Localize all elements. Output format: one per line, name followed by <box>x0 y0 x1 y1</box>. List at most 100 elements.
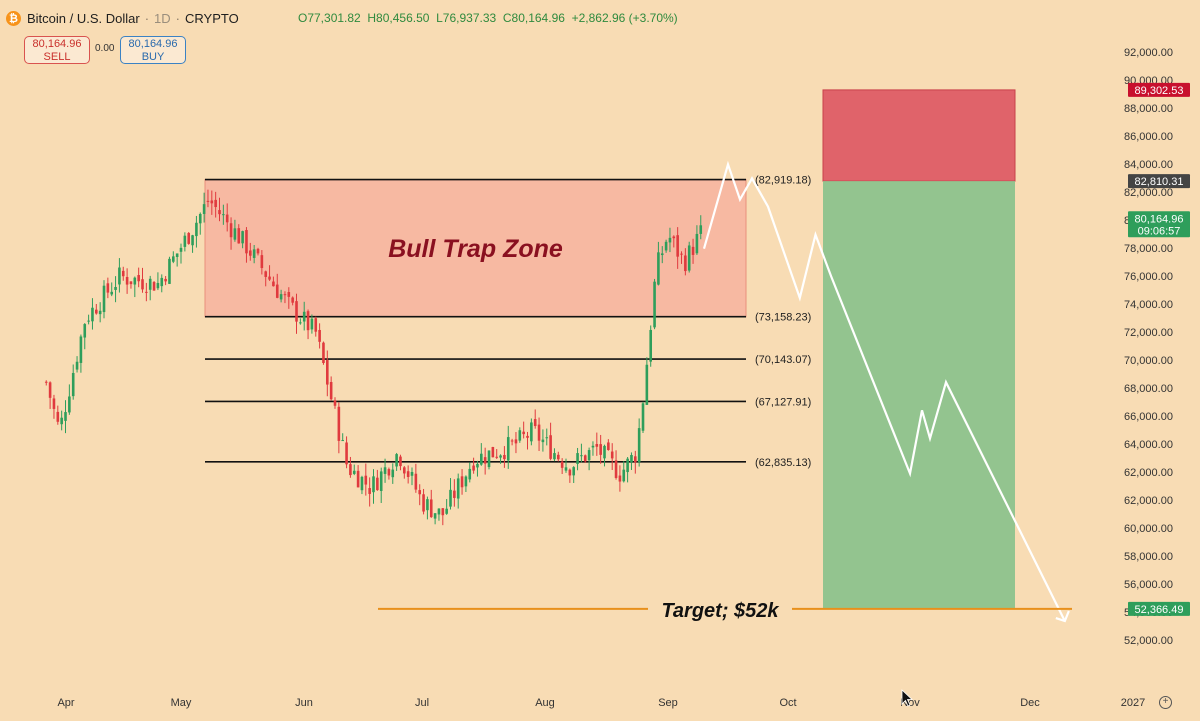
candle-body <box>187 233 191 244</box>
candle-body <box>160 277 164 287</box>
candle-body <box>287 292 291 297</box>
candle-body <box>691 246 695 255</box>
candle-body <box>422 494 425 512</box>
candle-body <box>595 444 599 447</box>
ohlc-readout: O77,301.82 H80,456.50 L76,937.33 C80,164… <box>298 11 678 25</box>
candle-body <box>268 276 271 280</box>
level-label: (67,127.91) <box>755 396 811 408</box>
candle-body <box>195 222 198 237</box>
candle-body <box>383 467 387 474</box>
price-tag <box>1128 211 1190 238</box>
price-tag <box>1128 174 1190 189</box>
candle-body <box>310 318 314 330</box>
stop-loss-box <box>822 89 1016 182</box>
candle-body <box>302 311 306 322</box>
candle-body <box>71 372 75 397</box>
candle-body <box>526 435 529 438</box>
price-tag <box>1128 601 1190 616</box>
candle-body <box>264 271 268 277</box>
high-value: H80,456.50 <box>367 11 430 25</box>
interval-label[interactable]: 1D <box>154 10 171 26</box>
candle-body <box>580 455 583 457</box>
candle-body <box>133 277 137 285</box>
candle-body <box>314 318 318 332</box>
candle-body <box>152 282 156 291</box>
profit-target-box <box>823 181 1015 609</box>
candle-body <box>121 270 125 277</box>
candle-body <box>299 322 302 324</box>
buy-button[interactable]: 80,164.96 BUY <box>120 36 186 64</box>
candle-body <box>172 256 175 262</box>
sell-button[interactable]: 80,164.96 SELL <box>24 36 90 64</box>
x-tick-label: Aug <box>535 697 555 709</box>
candle-body <box>603 445 606 459</box>
candle-body <box>210 200 214 204</box>
x-tick-label: Jun <box>295 697 313 709</box>
level-label: (70,143.07) <box>755 354 811 366</box>
candle-body <box>541 439 545 443</box>
candle-body <box>668 237 672 243</box>
candle-body <box>206 200 210 202</box>
candle-body <box>164 278 167 282</box>
candle-body <box>125 276 129 285</box>
candle-body <box>356 470 360 488</box>
candle-body <box>98 310 102 315</box>
candle-body <box>699 225 703 234</box>
candle-body <box>468 468 472 480</box>
candle-body <box>352 470 356 474</box>
candle-body <box>256 248 260 254</box>
separator: · <box>144 10 150 26</box>
spread-value: 0.00 <box>95 43 115 54</box>
candle-body <box>587 450 591 461</box>
candle-body <box>545 437 549 439</box>
candle-body <box>214 199 217 208</box>
candle-body <box>252 249 256 258</box>
y-tick-label: 68,000.00 <box>1124 383 1173 395</box>
separator: · <box>175 10 181 26</box>
candle-body <box>557 454 560 460</box>
candle-body <box>503 454 506 460</box>
candle-body <box>48 382 52 398</box>
y-tick-label: 74,000.00 <box>1124 299 1173 311</box>
candle-body <box>684 255 687 272</box>
candle-body <box>237 228 241 244</box>
candle-body <box>75 361 79 370</box>
y-tick-label: 62,000.00 <box>1124 495 1173 507</box>
candle-body <box>260 255 264 269</box>
candle-body <box>630 454 633 463</box>
candle-body <box>645 364 649 405</box>
y-tick-label: 72,000.00 <box>1124 327 1173 339</box>
candle-body <box>379 471 383 491</box>
candle-body <box>218 210 221 215</box>
candle-body <box>537 424 541 441</box>
candle-body <box>576 453 579 464</box>
candle-body <box>506 437 510 461</box>
candle-body <box>414 473 418 490</box>
candle-body <box>245 230 248 254</box>
candle-body <box>110 291 114 295</box>
candle-body <box>102 285 106 313</box>
candle-body <box>225 214 229 223</box>
candle-body <box>410 471 414 476</box>
candle-body <box>249 250 252 256</box>
symbol-header[interactable]: ₿ Bitcoin / U.S. Dollar · 1D · CRYPTO <box>6 9 239 27</box>
candle-body <box>614 460 618 478</box>
candle-body <box>95 309 98 314</box>
candle-body <box>233 228 237 240</box>
candle-body <box>91 307 94 322</box>
candle-body <box>599 444 602 455</box>
y-tick-label: 60,000.00 <box>1124 523 1173 535</box>
y-tick-label: 76,000.00 <box>1124 271 1173 283</box>
candle-body <box>191 235 194 246</box>
candle-body <box>499 455 502 458</box>
candle-body <box>583 455 587 462</box>
projection-arrowhead <box>1055 610 1070 623</box>
plus-circle-icon[interactable]: + <box>1159 696 1172 709</box>
candle-body <box>360 476 364 491</box>
candle-body <box>118 267 121 285</box>
candle-body <box>429 499 433 518</box>
y-tick-label: 78,000.00 <box>1124 243 1173 255</box>
level-label: (73,158.23) <box>755 312 811 324</box>
candle-body <box>533 419 537 427</box>
